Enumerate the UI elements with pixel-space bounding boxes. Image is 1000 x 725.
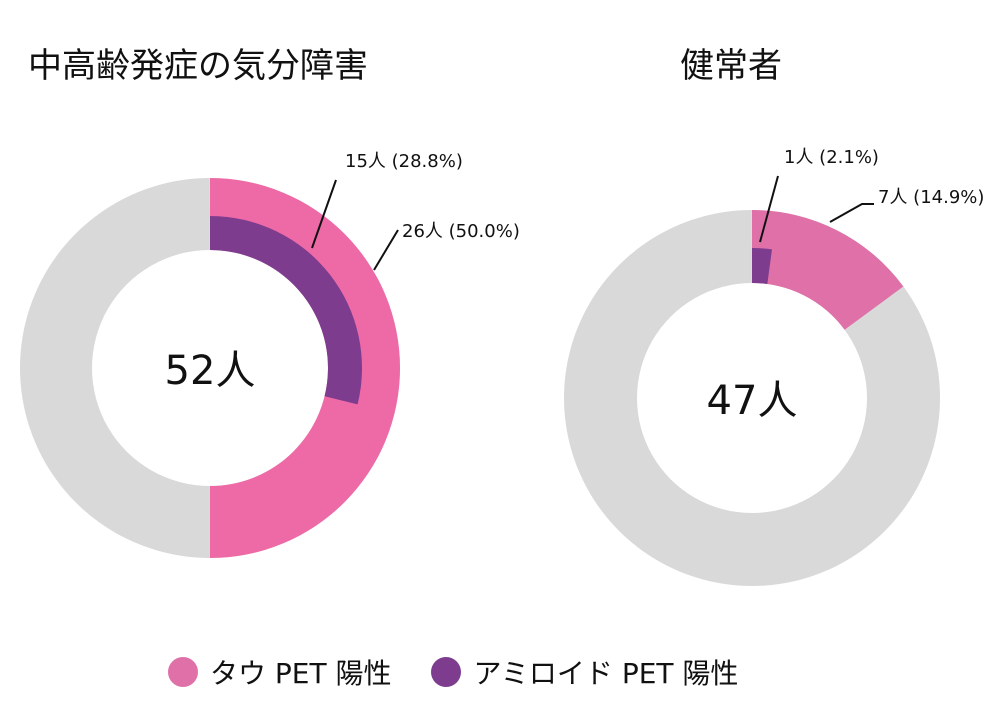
amyloid-slice-1 — [752, 248, 772, 285]
tau-slice-0 — [210, 178, 400, 558]
chart-title-left: 中高齢発症の気分障害 — [28, 46, 368, 86]
center-total-1: 47人 — [707, 378, 798, 424]
center-total-0: 52人 — [165, 348, 256, 394]
callout-line-1-1 — [759, 175, 779, 243]
callout-line-1-0 — [829, 203, 874, 223]
data-label-1-1: 1人 (2.1%) — [784, 147, 879, 168]
legend-label-tau: タウ PET 陽性 — [210, 657, 392, 690]
data-label-0-1: 15人 (28.8%) — [345, 151, 463, 172]
data-label-1-0: 7人 (14.9%) — [878, 187, 984, 208]
legend-swatch-tau — [168, 657, 198, 687]
legend-item-tau: タウ PET 陽性 — [168, 652, 391, 692]
callout-line-0-0 — [373, 229, 399, 271]
legend: タウ PET 陽性 アミロイド PET 陽性 — [168, 652, 778, 692]
amyloid-slice-0 — [210, 216, 362, 405]
data-label-0-0: 26人 (50.0%) — [402, 221, 520, 242]
chart-title-right: 健常者 — [680, 46, 782, 86]
callout-line-0-1 — [311, 179, 337, 249]
legend-item-amyloid: アミロイド PET 陽性 — [431, 652, 738, 692]
legend-label-amyloid: アミロイド PET 陽性 — [473, 657, 739, 690]
tau-slice-1 — [752, 210, 904, 330]
legend-swatch-amyloid — [431, 657, 462, 687]
